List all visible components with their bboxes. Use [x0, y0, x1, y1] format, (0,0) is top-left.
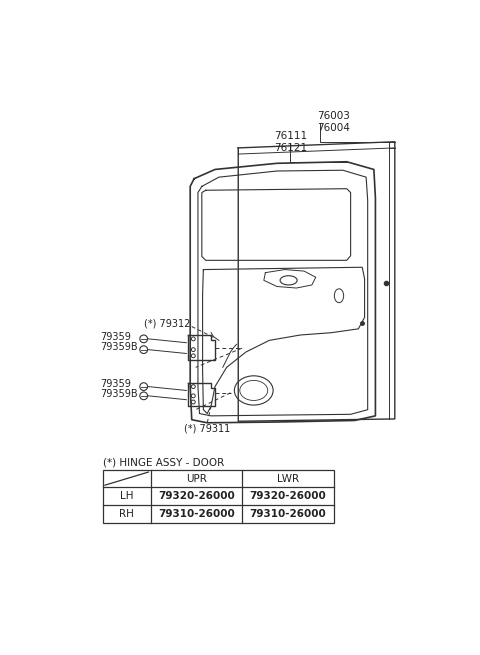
Bar	[103, 470, 334, 523]
Text: LH: LH	[120, 491, 133, 501]
Text: 79359B: 79359B	[100, 389, 138, 400]
Text: LWR: LWR	[277, 474, 299, 483]
Text: 76003
76004: 76003 76004	[317, 111, 350, 132]
Text: 79359: 79359	[100, 331, 131, 341]
Text: RH: RH	[119, 509, 134, 519]
Text: UPR: UPR	[186, 474, 207, 483]
Text: 79359B: 79359B	[100, 341, 138, 352]
Text: 79310-26000: 79310-26000	[158, 509, 235, 519]
Text: (*) HINGE ASSY - DOOR: (*) HINGE ASSY - DOOR	[103, 457, 224, 467]
Text: (*) 79312: (*) 79312	[144, 318, 190, 328]
Text: 79359: 79359	[100, 379, 131, 389]
Text: 79320-26000: 79320-26000	[158, 491, 235, 501]
Text: 79310-26000: 79310-26000	[250, 509, 326, 519]
Text: (*) 79311: (*) 79311	[184, 424, 230, 434]
Text: 76111
76121: 76111 76121	[274, 131, 307, 153]
Text: 79320-26000: 79320-26000	[250, 491, 326, 501]
